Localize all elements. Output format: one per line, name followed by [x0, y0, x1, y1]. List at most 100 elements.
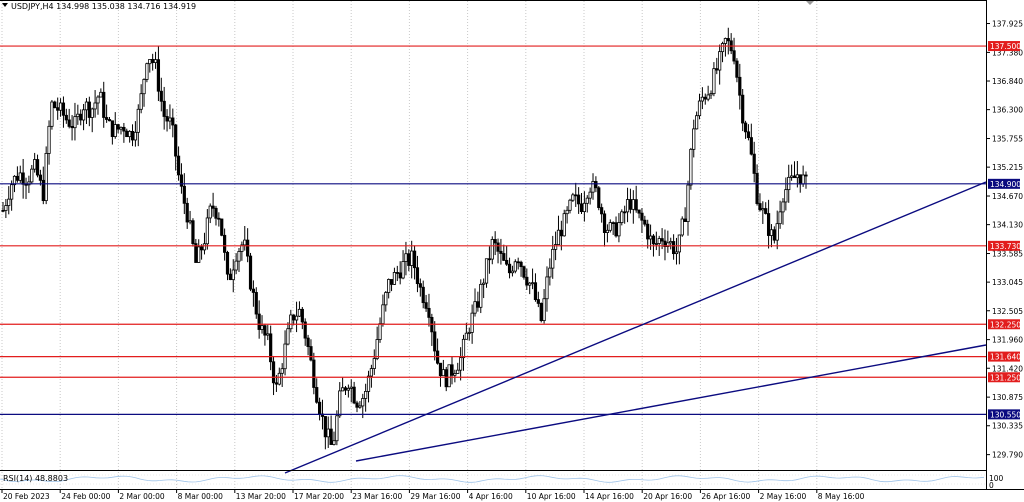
candle-body: [404, 253, 408, 262]
rsi-line: [0, 475, 985, 483]
candle-body: [341, 387, 345, 392]
candle-body: [769, 229, 774, 236]
candle-body: [602, 213, 607, 233]
candle-body: [61, 102, 66, 116]
candle-body: [654, 243, 658, 245]
candle-body: [559, 229, 563, 237]
candle-body: [76, 113, 80, 118]
candle-body: [119, 126, 123, 130]
candle-body: [715, 68, 719, 71]
candle-body: [231, 269, 235, 281]
candle-body: [30, 168, 34, 183]
candle-body: [720, 43, 725, 53]
candle-body: [574, 194, 578, 197]
level-price-tag: [988, 178, 1020, 189]
candle-body: [93, 102, 97, 110]
candle-body: [381, 304, 385, 325]
candle-body: [21, 172, 25, 185]
candle-body: [778, 211, 782, 225]
level-price-tag-label: 131.250: [990, 373, 1021, 382]
candle-body: [554, 244, 558, 250]
candle-body: [133, 131, 137, 141]
level-price-tag: [988, 41, 1020, 52]
price-label: 136.300: [992, 106, 1023, 115]
candle-body: [651, 235, 656, 245]
horizontal-levels[interactable]: [0, 45, 986, 415]
candle-body: [53, 101, 57, 109]
candle-body: [199, 246, 204, 251]
candle-body: [246, 239, 250, 257]
candle-body: [349, 386, 353, 389]
candle-body: [90, 108, 94, 118]
candle-body: [637, 209, 641, 214]
candle-body: [306, 337, 310, 347]
candle-body: [343, 387, 348, 391]
candle-body: [600, 207, 604, 215]
candle-body: [689, 148, 693, 186]
level-price-tag-label: 132.250: [990, 320, 1021, 329]
candle-body: [723, 38, 728, 44]
candle-body: [33, 159, 37, 170]
candle-body: [300, 308, 304, 323]
candle-body: [102, 91, 106, 118]
trendline-lower-support[interactable]: [355, 344, 987, 462]
candle-body: [640, 212, 644, 221]
candle-body: [70, 126, 74, 129]
candle-body: [643, 219, 647, 225]
candle-body: [660, 238, 664, 242]
candle-body: [542, 298, 546, 322]
candle-body: [220, 218, 224, 236]
candle-body: [387, 279, 391, 293]
price-label: 131.960: [992, 336, 1023, 345]
candle-body: [182, 185, 186, 204]
candle-body: [421, 286, 425, 304]
candle-body: [266, 333, 270, 336]
candle-body: [263, 325, 267, 336]
candle-body: [775, 223, 779, 241]
candle-body: [496, 242, 500, 252]
candle-body: [444, 369, 448, 388]
candle-body: [202, 243, 207, 251]
shift-marker-icon[interactable]: [806, 1, 814, 5]
candle-body: [695, 115, 699, 130]
level-price-tag: [988, 351, 1020, 362]
level-price-tag-label: 137.500: [990, 42, 1021, 51]
candle-body: [73, 116, 77, 129]
candle-body: [530, 282, 535, 285]
candle-body: [50, 101, 54, 127]
candle-body: [571, 194, 575, 201]
candle-body: [364, 391, 368, 399]
candle-body: [412, 250, 417, 269]
time-label: 14 Apr 16:00: [585, 492, 634, 501]
candle-body: [67, 119, 71, 127]
candle-body: [623, 211, 627, 214]
candle-body: [401, 261, 405, 279]
candle-body: [798, 174, 802, 185]
candle-body: [151, 59, 155, 64]
price-label: 131.420: [992, 364, 1023, 373]
candle-body: [499, 250, 503, 254]
candle-body: [260, 325, 264, 330]
candle-body: [758, 203, 762, 211]
candle-body: [746, 131, 751, 138]
candle-body: [427, 307, 431, 318]
candle-body: [79, 113, 83, 121]
level-price-tag: [988, 319, 1020, 330]
candle-body: [752, 153, 756, 174]
symbol-menu-arrow-icon[interactable]: [2, 3, 8, 7]
candle-layer: [1, 27, 808, 450]
candle-body: [1, 209, 5, 212]
candle-body: [522, 266, 526, 278]
trendline-main-support[interactable]: [284, 181, 987, 474]
trendlines[interactable]: [284, 181, 987, 474]
candle-body: [424, 302, 428, 309]
candle-body: [755, 173, 759, 204]
candle-body: [738, 76, 742, 96]
candle-body: [35, 159, 40, 176]
candle-body: [128, 131, 132, 138]
level-price-tag: [988, 372, 1020, 383]
candle-body: [536, 299, 540, 304]
candle-body: [735, 60, 739, 78]
